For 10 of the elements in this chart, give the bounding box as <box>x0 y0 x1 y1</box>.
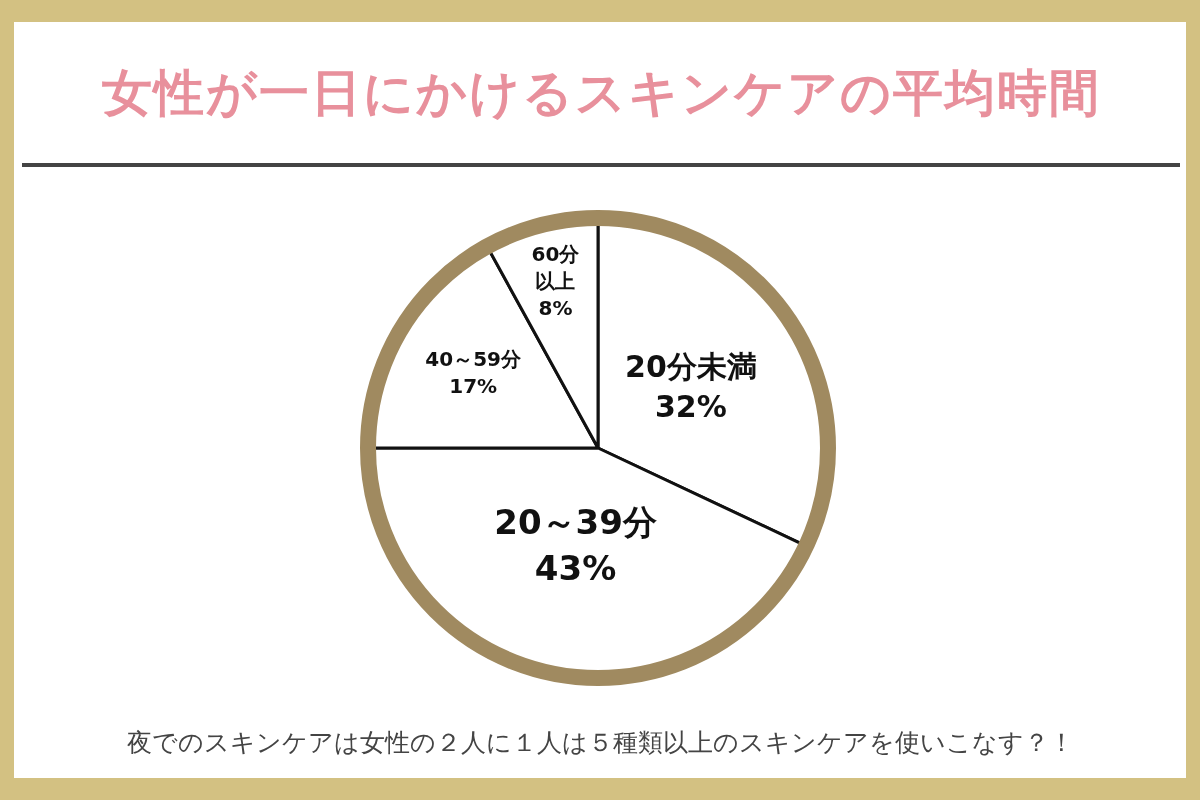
slice-label: 20分未満 <box>625 348 757 384</box>
data-label: 17% <box>449 373 498 398</box>
data-label: 32% <box>654 389 727 425</box>
slice-label: 20～39分 <box>494 502 657 543</box>
data-label: 43% <box>534 548 617 589</box>
slice-label: 60分以上 <box>531 241 581 293</box>
chart-title: 女性が一日にかけるスキンケアの平均時間 <box>100 63 1102 124</box>
text: 夜でのスキンケアは女性の２人に１人は５種類以上のスキンケアを使いこなす？！ <box>125 727 1075 759</box>
slice-label: 40～59分 <box>425 346 523 371</box>
data-label: 8% <box>538 295 573 320</box>
